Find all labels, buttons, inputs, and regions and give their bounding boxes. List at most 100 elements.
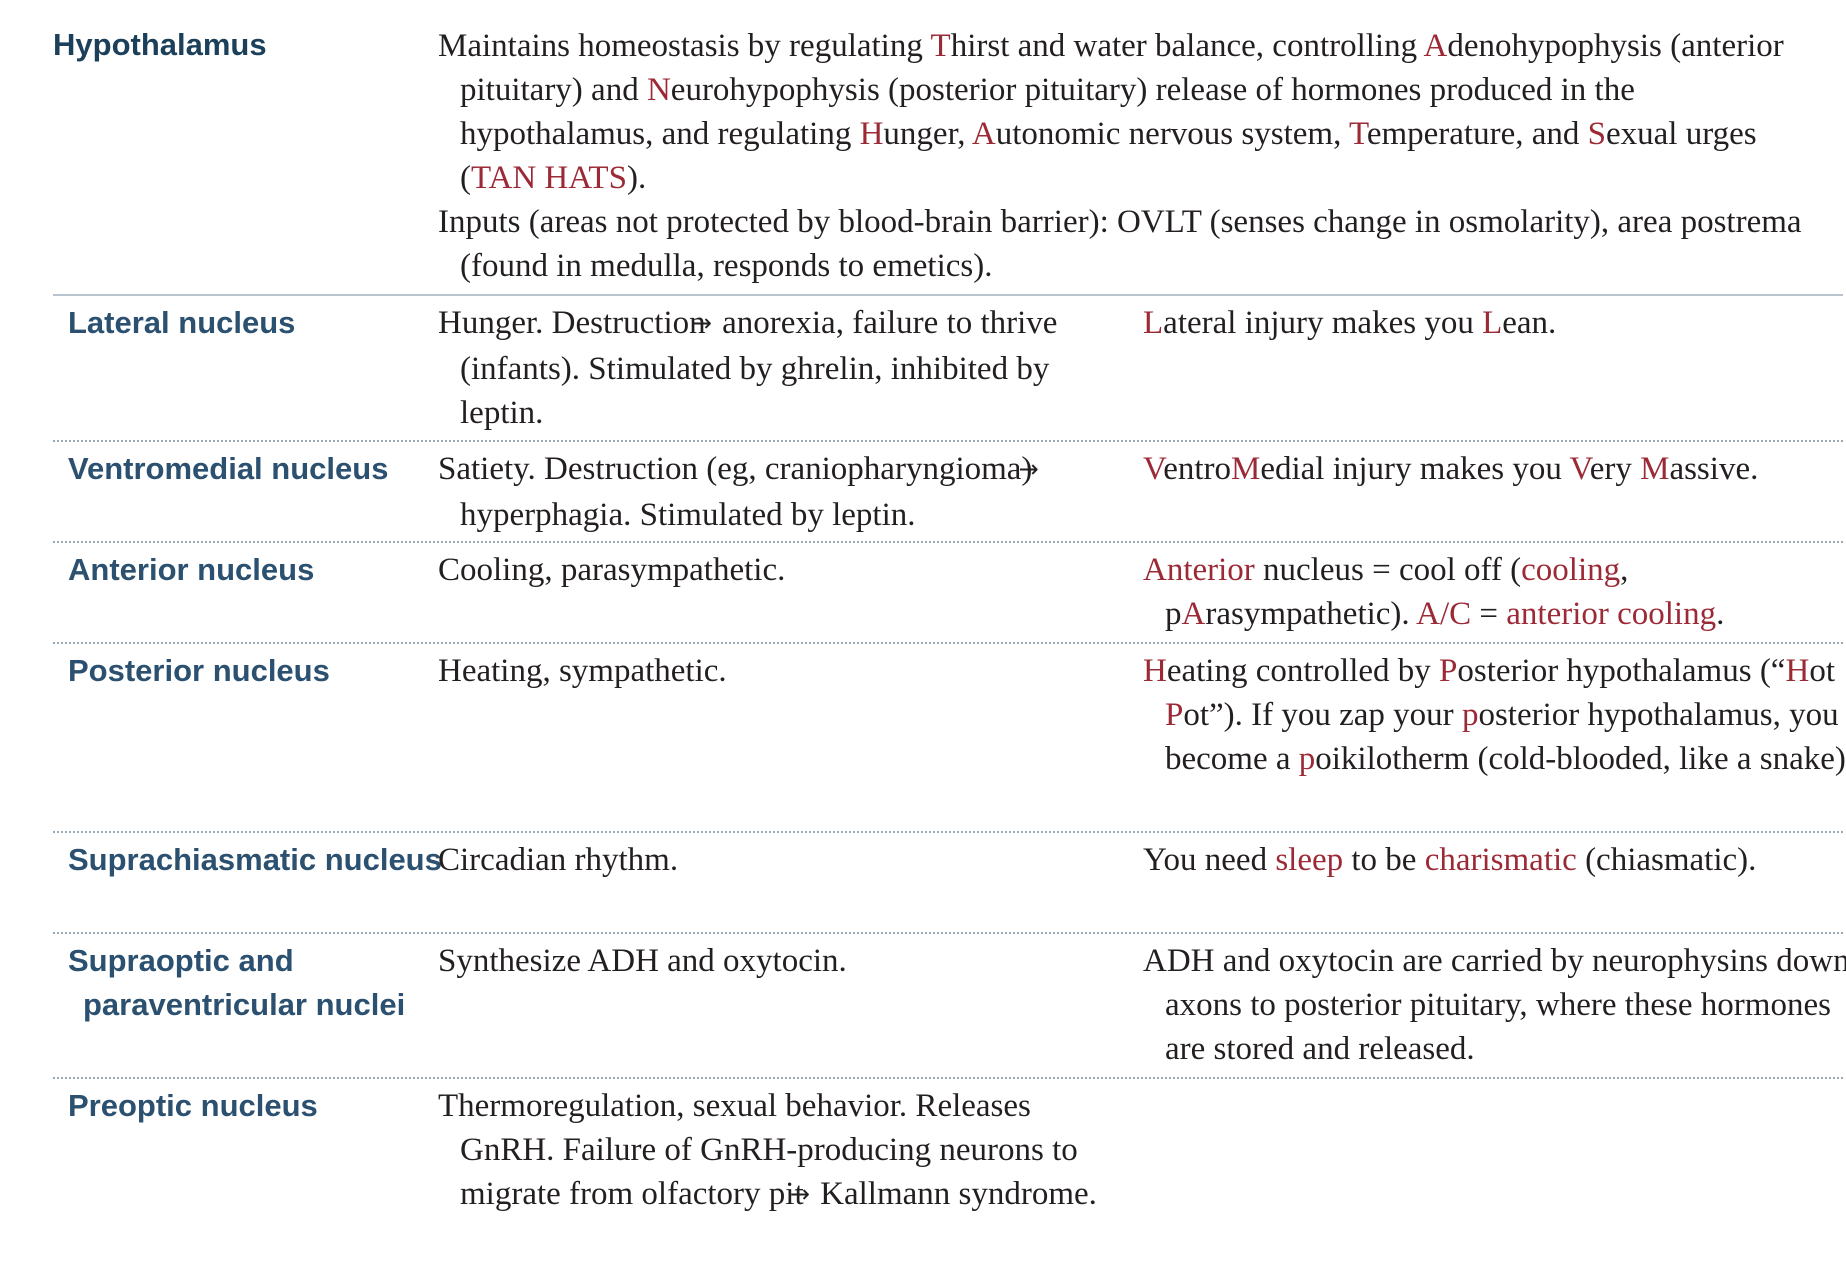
highlighted-text: S — [1587, 116, 1606, 152]
text-run: . — [1716, 596, 1725, 632]
text-run: Cooling, parasympathetic. — [438, 552, 786, 588]
highlighted-text: cooling — [1521, 552, 1621, 588]
row-divider — [53, 1077, 1843, 1079]
highlighted-text: L — [1143, 305, 1164, 341]
text-run: Synthesize ADH and oxytocin. — [438, 943, 847, 979]
text-run: eating controlled by — [1166, 653, 1440, 689]
highlighted-text: TAN HATS — [471, 160, 627, 196]
text-run: ot”). If you zap your — [1183, 697, 1462, 733]
text-run: ). — [626, 160, 647, 196]
text-run: hyperphagia. Stimulated by leptin. — [460, 497, 916, 533]
hypothalamus-function-paragraph: Maintains homeostasis by regulating Thir… — [438, 24, 1818, 200]
highlighted-text: p — [1298, 741, 1316, 777]
text-run: Satiety. Destruction (eg, craniopharyngi… — [438, 451, 1041, 487]
highlighted-text: A — [1423, 28, 1448, 64]
text-run: anorexia, failure to thrive (infants). S… — [460, 305, 1058, 431]
text-run: denohypophysis (anterior pituitary) and — [460, 28, 1784, 108]
row-desc-posterior: Heating, sympathetic. — [438, 649, 1110, 693]
text-run: nucleus = cool off ( — [1254, 552, 1522, 588]
highlighted-text: A — [1181, 596, 1206, 632]
text-run: unger, — [883, 116, 972, 152]
text-run: Thermoregulation, sexual behavior. Relea… — [438, 1088, 1078, 1212]
header-divider — [53, 294, 1843, 296]
highlighted-text: H — [859, 116, 884, 152]
text-run: ery — [1589, 451, 1641, 487]
text-run: = — [1471, 596, 1507, 632]
text-run: entro — [1163, 451, 1231, 487]
text-run: Heating, sympathetic. — [438, 653, 727, 689]
highlighted-text: A/C — [1416, 596, 1472, 632]
text-run: Inputs (areas not protected by blood-bra… — [438, 204, 1802, 284]
text-run: exual urges ( — [460, 116, 1757, 196]
row-term-lateral: Lateral nucleus — [68, 305, 296, 340]
row-mnemonic-suprachiasmatic: You need sleep to be charismatic (chiasm… — [1143, 838, 1846, 882]
text-run: edial injury makes you — [1260, 451, 1570, 487]
row-desc-ventromedial: Satiety. Destruction (eg, craniopharyngi… — [438, 451, 1041, 533]
highlighted-text: sleep — [1275, 842, 1344, 878]
text-run: ateral injury makes you — [1163, 305, 1483, 341]
row-desc-supraoptic-paraventricular: Synthesize ADH and oxytocin. — [438, 939, 1110, 983]
text-run: osterior hypothalamus (“ — [1457, 653, 1786, 689]
highlighted-text: Anterior — [1143, 552, 1255, 588]
highlighted-text: H — [1143, 653, 1167, 689]
row-desc-anterior: Cooling, parasympathetic. — [438, 548, 1110, 592]
highlighted-text: T — [930, 28, 951, 64]
row-desc-lateral: Hunger. Destruction → anorexia, failure … — [438, 305, 1058, 431]
text-run: , p — [1165, 552, 1629, 632]
row-mnemonic-ventromedial: VentroMedial injury makes you Very Massi… — [1143, 447, 1846, 491]
row-divider — [53, 831, 1843, 833]
row-divider — [53, 440, 1843, 442]
text-run: ean. — [1502, 305, 1557, 341]
text-run: assive. — [1669, 451, 1759, 487]
text-run: Kallmann syndrome. — [811, 1176, 1097, 1212]
highlighted-text: N — [646, 72, 671, 108]
row-divider — [53, 932, 1843, 934]
highlighted-text: charismatic — [1424, 842, 1577, 878]
row-term-ventromedial: Ventromedial nucleus — [68, 451, 389, 486]
highlighted-text: p — [1461, 697, 1479, 733]
highlighted-text: T — [1348, 116, 1367, 152]
text-run: emperature, and — [1366, 116, 1588, 152]
text-run: Maintains homeostasis by regulating — [438, 28, 931, 64]
text-run: eurohypophysis (posterior pituitary) rel… — [460, 72, 1635, 152]
row-mnemonic-posterior: Heating controlled by Posterior hypothal… — [1143, 649, 1846, 781]
text-run: oikilotherm (cold-blooded, like a snake)… — [1315, 741, 1846, 777]
row-desc-suprachiasmatic: Circadian rhythm. — [438, 838, 1110, 882]
row-mnemonic-lateral: Lateral injury makes you Lean. — [1143, 301, 1846, 345]
text-run: utonomic nervous system, — [995, 116, 1349, 152]
highlighted-text: anterior cooling — [1506, 596, 1717, 632]
text-run: Circadian rhythm. — [438, 842, 679, 878]
row-term-posterior: Posterior nucleus — [68, 653, 330, 688]
highlighted-text: L — [1482, 305, 1503, 341]
row-divider — [53, 642, 1843, 644]
highlighted-text: V — [1569, 451, 1590, 487]
highlighted-text: H — [1785, 653, 1810, 689]
highlighted-text: M — [1231, 451, 1261, 487]
row-term-anterior: Anterior nucleus — [68, 552, 315, 587]
highlighted-text: A — [971, 116, 996, 152]
row-desc-preoptic: Thermoregulation, sexual behavior. Relea… — [438, 1088, 1097, 1212]
highlighted-text: P — [1165, 697, 1184, 733]
row-term-preoptic: Preoptic nucleus — [68, 1088, 318, 1123]
section-heading: Hypothalamus — [53, 27, 267, 62]
row-term-supraoptic-paraventricular: Supraoptic and paraventricular nuclei — [68, 943, 406, 1022]
text-run: Hunger. Destruction — [438, 305, 714, 341]
row-term-suprachiasmatic: Suprachiasmatic nucleus — [68, 842, 442, 877]
row-mnemonic-supraoptic-paraventricular: ADH and oxytocin are carried by neurophy… — [1143, 939, 1846, 1071]
text-run: You need — [1143, 842, 1276, 878]
text-run: to be — [1343, 842, 1425, 878]
text-run: hirst and water balance, controlling — [950, 28, 1424, 64]
row-divider — [53, 541, 1843, 543]
text-run: ADH and oxytocin are carried by neurophy… — [1143, 943, 1846, 1067]
highlighted-text: P — [1439, 653, 1458, 689]
hypothalamus-description: Maintains homeostasis by regulating Thir… — [438, 24, 1818, 288]
hypothalamus-inputs-paragraph: Inputs (areas not protected by blood-bra… — [438, 200, 1818, 288]
text-run: osterior hypothalamus, you become a — [1165, 697, 1839, 777]
text-run: ot — [1809, 653, 1835, 689]
highlighted-text: V — [1143, 451, 1164, 487]
highlighted-text: M — [1640, 451, 1670, 487]
text-run: (chiasmatic). — [1576, 842, 1757, 878]
row-mnemonic-anterior: Anterior nucleus = cool off (cooling, pA… — [1143, 548, 1846, 636]
text-run: rasympathetic). — [1205, 596, 1417, 632]
